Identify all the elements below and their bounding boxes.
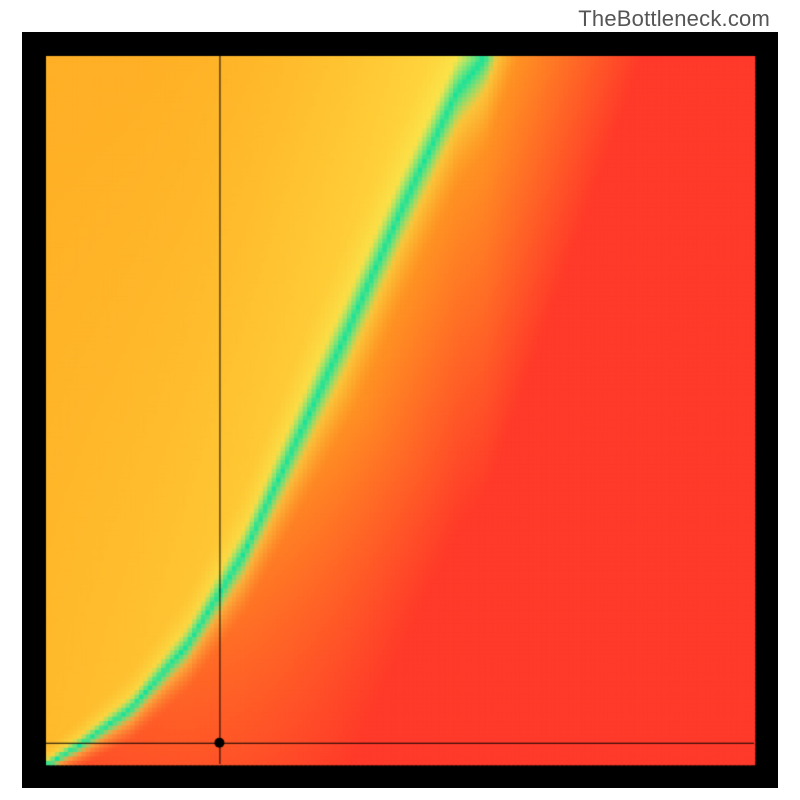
heatmap-canvas	[22, 32, 778, 788]
heatmap-plot	[22, 32, 778, 788]
watermark-text: TheBottleneck.com	[578, 6, 770, 32]
